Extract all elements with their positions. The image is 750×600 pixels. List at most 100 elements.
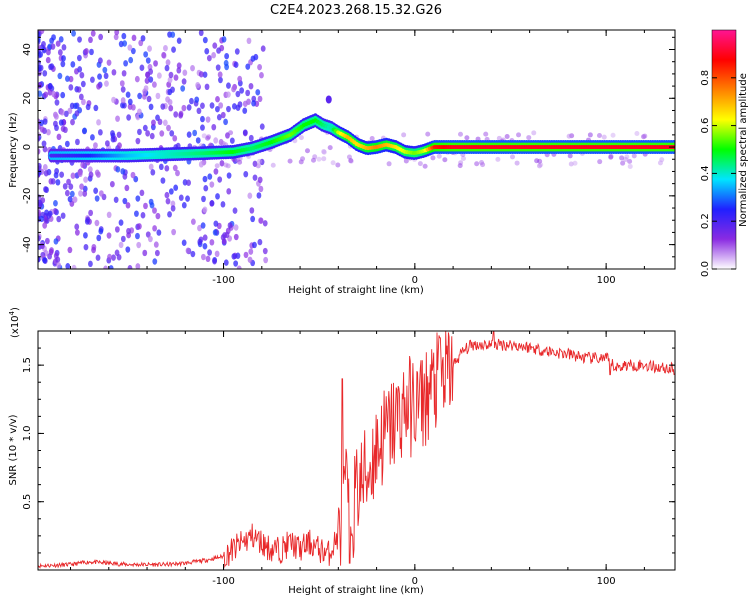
snr-y-tick-label: 1.5 bbox=[22, 357, 33, 373]
spectrogram-halo-speck bbox=[480, 162, 486, 168]
spectrogram-noise-speck bbox=[38, 209, 42, 217]
spectrogram-noise-speck bbox=[107, 253, 112, 261]
spectrogram-noise-speck bbox=[42, 70, 48, 77]
spectrogram-noise-speck bbox=[146, 95, 152, 103]
spectrogram-noise-speck bbox=[55, 179, 61, 186]
spectrogram-noise-speck bbox=[47, 89, 53, 96]
spectrogram-noise-speck bbox=[111, 96, 116, 104]
spectrogram-noise-speck bbox=[68, 84, 74, 91]
spectrogram-noise-speck bbox=[66, 178, 71, 186]
spectrogram-noise-speck bbox=[175, 169, 180, 177]
spectrogram-noise-speck bbox=[178, 112, 184, 119]
spectrogram-noise-speck bbox=[71, 30, 76, 37]
spectrogram-halo-speck bbox=[270, 162, 276, 168]
spectrogram-noise-speck bbox=[178, 194, 184, 201]
spectrogram-noise-speck bbox=[233, 233, 239, 241]
spectrogram-noise-speck bbox=[125, 91, 131, 98]
spectrogram-noise-speck bbox=[182, 69, 188, 76]
spectrogram-noise-speck bbox=[60, 212, 66, 219]
spectrogram-noise-speck bbox=[38, 201, 43, 209]
spectrogram-noise-speck bbox=[263, 256, 269, 264]
spectrogram-noise-speck bbox=[65, 75, 70, 82]
spectrogram-noise-speck bbox=[126, 227, 131, 235]
spectrogram-noise-speck bbox=[56, 133, 62, 141]
spectrogram-noise-speck bbox=[172, 164, 178, 172]
spectrogram-noise-speck bbox=[212, 258, 217, 265]
spectrogram-noise-speck bbox=[163, 44, 168, 52]
spectrogram-halo-speck bbox=[330, 160, 336, 166]
spectrogram-noise-speck bbox=[142, 124, 148, 132]
spectrogram-noise-speck bbox=[168, 104, 174, 112]
spectrogram-noise-speck bbox=[76, 86, 82, 93]
spectrogram-noise-speck bbox=[156, 229, 162, 236]
spectrogram-noise-speck bbox=[166, 124, 171, 132]
spectrogram-noise-speck bbox=[145, 71, 151, 79]
spectrogram-noise-speck bbox=[256, 192, 262, 199]
spectrogram-noise-speck bbox=[118, 219, 124, 226]
spectrogram-halo-speck bbox=[631, 153, 637, 159]
spectrogram-noise-speck bbox=[176, 67, 182, 74]
spectrogram-noise-speck bbox=[198, 71, 204, 78]
spectrogram-noise-speck bbox=[247, 256, 253, 263]
spectrogram-halo-speck bbox=[623, 156, 629, 162]
spectrogram-noise-speck bbox=[186, 179, 191, 186]
spectrogram-noise-speck bbox=[90, 30, 96, 37]
spectrogram-noise-speck bbox=[48, 248, 54, 256]
spectrogram-noise-speck bbox=[128, 56, 134, 64]
spectrogram-axes: -100 0 100 -40 -20 0 20 40 bbox=[22, 30, 675, 286]
spectrogram-noise-speck bbox=[258, 185, 264, 193]
spectrogram-halo-speck bbox=[509, 154, 515, 160]
snr-axes: -100 0 100 0.5 1.0 1.5 bbox=[22, 330, 675, 587]
spectrogram-noise-speck bbox=[226, 188, 232, 195]
spectrogram-noise-speck bbox=[67, 246, 73, 254]
spectrogram-noise-speck bbox=[251, 100, 256, 107]
spectrogram-noise-speck bbox=[257, 176, 263, 184]
spectrogram-noise-speck bbox=[233, 224, 239, 231]
spectrogram-noise-speck bbox=[42, 164, 48, 171]
spectrogram-noise-speck bbox=[118, 40, 124, 48]
spectrogram-noise-speck bbox=[226, 82, 231, 89]
spectrogram-noise-speck bbox=[186, 104, 192, 111]
spectrogram-noise-speck bbox=[202, 36, 208, 44]
spectrogram-noise-speck bbox=[114, 226, 120, 233]
spectrogram-noise-speck bbox=[96, 234, 102, 242]
snr-x-tick-label: 100 bbox=[597, 576, 616, 587]
spectrogram-noise-speck bbox=[77, 36, 82, 43]
spectrogram-noise-speck bbox=[70, 61, 76, 68]
spectrogram-noise-speck bbox=[248, 82, 254, 90]
spectrogram-noise-speck bbox=[149, 132, 155, 140]
spectrogram-noise-speck bbox=[141, 93, 147, 100]
spectrogram-noise-speck bbox=[43, 186, 48, 193]
spectrogram-noise-speck bbox=[235, 104, 241, 111]
spectrogram-noise-speck bbox=[200, 222, 206, 229]
spectrogram-noise-speck bbox=[219, 160, 225, 167]
spectrogram-noise-speck bbox=[41, 140, 47, 147]
spectrogram-noise-speck bbox=[235, 90, 241, 98]
spectrogram-noise-speck bbox=[221, 36, 227, 43]
spectrogram-noise-speck bbox=[226, 172, 232, 179]
spectrogram-noise-speck bbox=[224, 63, 230, 71]
spectrogram-noise-speck bbox=[170, 200, 176, 207]
spectrogram-noise-speck bbox=[212, 229, 218, 236]
spectrogram-panel: -100 0 100 -40 -20 0 20 40 Height of straight l… bbox=[8, 29, 676, 296]
spectrogram-noise-speck bbox=[247, 192, 253, 199]
spectrogram-noise-speck bbox=[94, 195, 100, 202]
spectrogram-noise-speck bbox=[203, 185, 209, 192]
spectrogram-noise-speck bbox=[151, 119, 156, 126]
spectrogram-noise-speck bbox=[51, 90, 57, 98]
spectrogram-noise-speck bbox=[226, 105, 231, 113]
spectrogram-noise-speck bbox=[148, 76, 154, 83]
spectrogram-noise-speck bbox=[162, 119, 168, 126]
spectrogram-halo-speck bbox=[483, 131, 489, 137]
spectrogram-noise-speck bbox=[173, 184, 179, 191]
spectrogram-noise-speck bbox=[242, 129, 248, 136]
spectrogram-noise-speck bbox=[38, 148, 41, 155]
spectrogram-noise-speck bbox=[138, 39, 144, 47]
spectrogram-noise-speck bbox=[126, 114, 132, 121]
spectrogram-noise-speck bbox=[58, 119, 64, 126]
spectrogram-halo-speck bbox=[237, 159, 243, 165]
spectrogram-noise-speck bbox=[206, 54, 212, 62]
spectrogram-noise-speck bbox=[39, 119, 44, 127]
spectrogram-halo-speck bbox=[596, 133, 602, 139]
spectrogram-noise-speck bbox=[75, 138, 80, 146]
